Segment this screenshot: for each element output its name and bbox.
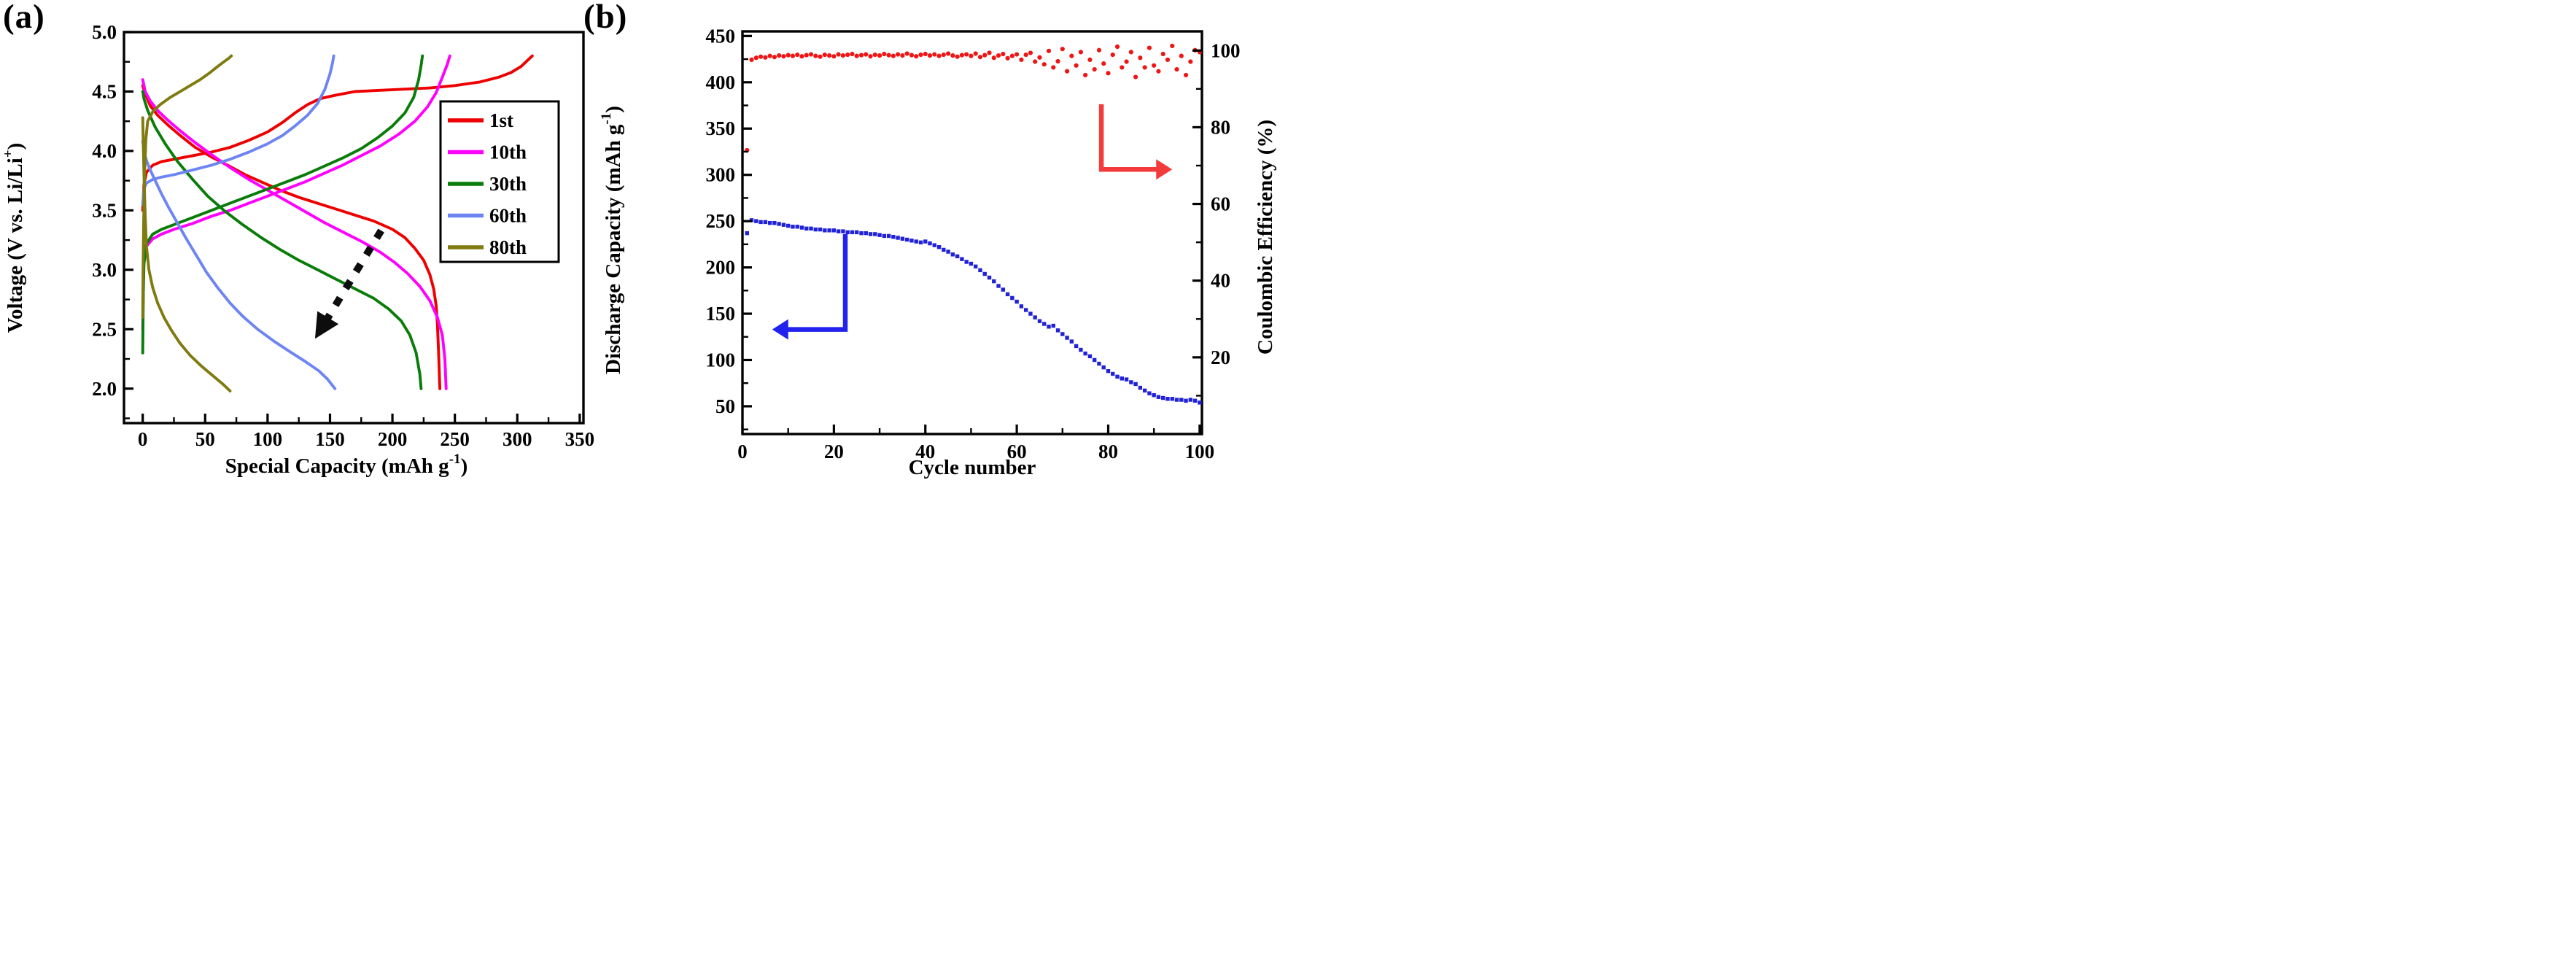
- battery-performance-figure: 0 50 100 150 200 250 300 350 2.0 2.5 3.0 3.5 4.0 4.5 5…: [0, 0, 1288, 480]
- panel-b-x-axis-title: Cycle number: [909, 456, 1036, 479]
- svg-text:40: 40: [915, 441, 935, 462]
- svg-text:300: 300: [503, 428, 532, 450]
- svg-text:20: 20: [1211, 347, 1230, 368]
- svg-text:40: 40: [1211, 270, 1230, 292]
- svg-text:50: 50: [715, 395, 735, 417]
- svg-text:400: 400: [706, 71, 736, 93]
- series-cycle-80-charge: [141, 54, 233, 319]
- panel-b-left-axis-title: Discharge Capacity (mAh g-1): [599, 106, 625, 374]
- series-cycle-10-charge: [141, 54, 451, 331]
- svg-text:100: 100: [1211, 39, 1241, 61]
- panel-a-axes: 0 50 100 150 200 250 300 350 2.0 2.5 3.0 3.5 4.0 4.5 5…: [92, 21, 594, 450]
- panel-a-chart: 0 50 100 150 200 250 300 350 2.0 2.5 3.0 3.5 4.0 4.5 5…: [1, 21, 594, 478]
- series-cycle-30-discharge: [141, 90, 423, 390]
- svg-text:10th: 10th: [489, 142, 527, 163]
- panel-a-label: (a): [3, 0, 45, 36]
- panel-b-axes: 0 20 40 60 80 100 50 100 150 200 250 300 350 400 450 20…: [706, 25, 1241, 462]
- svg-text:3.0: 3.0: [92, 259, 117, 281]
- series-cycle-1-charge: [141, 54, 534, 212]
- svg-text:4.0: 4.0: [92, 140, 117, 162]
- svg-text:2.0: 2.0: [92, 378, 117, 400]
- svg-text:100: 100: [706, 349, 736, 371]
- svg-text:200: 200: [706, 257, 736, 279]
- svg-text:100: 100: [253, 428, 283, 450]
- panel-b-label: (b): [583, 0, 628, 36]
- annotation-fading-direction-arrow: [314, 228, 384, 339]
- svg-text:30th: 30th: [489, 173, 527, 195]
- legend-entry-10th: 10th: [448, 142, 527, 163]
- series-cycle-80-discharge: [141, 116, 232, 392]
- svg-text:450: 450: [706, 25, 736, 47]
- figure-canvas: 0 50 100 150 200 250 300 3502.02.53.03.54.04.55…: [1, 21, 1277, 479]
- svg-text:250: 250: [706, 210, 736, 232]
- svg-text:300: 300: [706, 164, 736, 186]
- series-cycle-60-discharge: [141, 139, 337, 390]
- legend-entry-60th: 60th: [448, 205, 527, 227]
- svg-text:80: 80: [1098, 441, 1118, 462]
- arrow-efficiency-axis-pointer: [1098, 104, 1173, 180]
- panel-a-x-axis-title: Special Capacity (mAh g-1): [225, 452, 468, 478]
- series-coulombic-efficiency: [745, 43, 1202, 153]
- svg-text:80th: 80th: [489, 236, 527, 258]
- svg-text:20: 20: [824, 441, 844, 462]
- svg-text:80: 80: [1211, 116, 1230, 138]
- svg-text:Discharge Capacity (mAh g-1): Discharge Capacity (mAh g-1): [599, 106, 625, 374]
- svg-text:5.0: 5.0: [92, 21, 117, 43]
- svg-text:60: 60: [1211, 193, 1230, 215]
- svg-text:100: 100: [1185, 441, 1215, 462]
- svg-text:50: 50: [195, 428, 215, 450]
- svg-text:3.5: 3.5: [92, 199, 117, 221]
- panel-b-right-axis-title: Coulombic Efficiency (%): [1254, 120, 1277, 355]
- svg-text:250: 250: [440, 428, 470, 450]
- svg-text:1st: 1st: [489, 109, 513, 131]
- legend: 1st 10th 30th 60th 80th: [439, 100, 560, 263]
- svg-text:Voltage (V vs. Li/Li+): Voltage (V vs. Li/Li+): [1, 143, 27, 333]
- svg-text:60: 60: [1007, 441, 1027, 462]
- svg-text:Coulombic Efficiency (%): Coulombic Efficiency (%): [1254, 120, 1277, 355]
- svg-text:60th: 60th: [489, 205, 527, 227]
- arrow-capacity-axis-pointer: [772, 233, 848, 340]
- panel-b-chart: 0 20 40 60 80 100 50 100 150 200 250 300 350 400 450 20…: [599, 25, 1277, 479]
- svg-text:Cycle number: Cycle number: [909, 456, 1036, 479]
- svg-text:150: 150: [706, 303, 736, 325]
- panel-a-y-axis-title: Voltage (V vs. Li/Li+): [1, 143, 27, 333]
- svg-text:150: 150: [315, 428, 345, 450]
- series-cycle-10-discharge: [141, 78, 448, 390]
- legend-entry-30th: 30th: [448, 173, 527, 195]
- svg-text:4.5: 4.5: [92, 80, 117, 102]
- svg-text:200: 200: [378, 428, 408, 450]
- series-cycle-30-charge: [141, 54, 424, 355]
- legend-entry-80th: 80th: [448, 236, 527, 258]
- svg-text:0: 0: [737, 441, 748, 462]
- legend-entry-1st: 1st: [448, 109, 513, 131]
- svg-text:Special Capacity (mAh g-1): Special Capacity (mAh g-1): [225, 452, 468, 478]
- series-cycle-1-discharge: [141, 84, 442, 390]
- series-discharge-capacity: [745, 218, 1202, 405]
- svg-text:350: 350: [565, 428, 595, 450]
- svg-text:2.5: 2.5: [92, 318, 117, 340]
- svg-text:0: 0: [138, 428, 148, 450]
- svg-text:350: 350: [706, 117, 736, 139]
- series-cycle-60-charge: [141, 54, 335, 206]
